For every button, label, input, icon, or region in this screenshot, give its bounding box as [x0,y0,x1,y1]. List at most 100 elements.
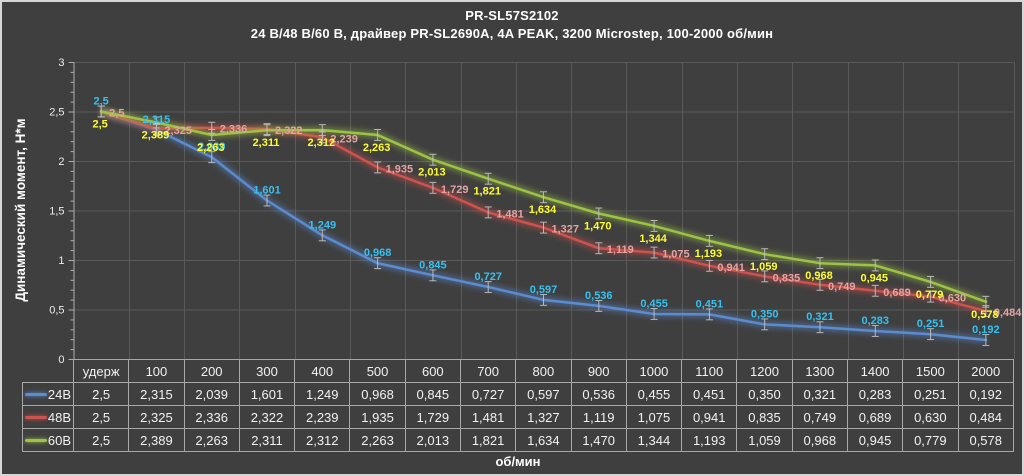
data-label: 0,321 [806,311,834,323]
data-label: 2,5 [109,108,124,120]
data-label: 2,389 [142,129,170,141]
table-cell: 0,727 [459,382,517,406]
data-label: 1,344 [639,233,667,245]
table-cell: 0,251 [902,382,959,406]
data-label: 0,350 [751,308,779,320]
table-cell: 1,075 [625,405,683,429]
table-header-row: удерж 100 200 300 400 500 600 700 800 900 1000 1100… [23,359,1014,383]
data-label: 2,013 [418,167,446,179]
legend-cell-0: 24В [22,382,74,406]
table-cell: 1,601 [238,382,296,406]
data-label: 0,578 [971,309,999,321]
table-cell: 2,315 [128,382,185,406]
data-label: 1,119 [607,244,634,256]
series-labels-2: 2,5 2,389 2,263 2,311 2,312 2,263 2,013 1,821 1,… [92,119,998,321]
data-label: 2,315 [143,114,171,126]
data-label: 0,845 [419,259,447,271]
table-cell: 2,5 [72,382,130,406]
table-cell: 1,344 [625,428,683,452]
table-cell: 1,059 [736,428,793,452]
table-cell: 0,451 [681,382,738,406]
data-label: 0,451 [696,298,724,310]
data-label: 0,630 [939,293,967,305]
table-header-cell: 200 [183,359,240,383]
table-cell: 1,327 [515,405,572,429]
data-label: 1,481 [496,208,524,220]
table-cell: 0,941 [681,405,738,429]
table-cell: 1,193 [681,428,738,452]
data-label: 1,249 [309,219,337,231]
data-label: 1,075 [662,249,690,261]
data-label: 0,251 [917,318,945,330]
table-cell: 2,336 [183,405,240,429]
y-tick-label: 0 [58,354,64,366]
data-label: 0,283 [861,315,889,327]
data-label: 0,689 [883,287,911,299]
data-label: 0,945 [860,272,888,284]
data-label: 2,263 [197,142,225,154]
data-label: 1,059 [750,261,778,273]
table-cell: 0,283 [846,382,904,406]
data-label: 0,968 [805,270,833,282]
data-label: 0,749 [828,281,856,293]
data-label: 2,263 [363,142,391,154]
y-tick-label: 1 [58,255,64,267]
data-label: 0,727 [474,271,502,283]
table-cell: 1,119 [570,405,627,429]
series-line-swatch [24,415,47,419]
data-label: 2,336 [220,124,248,136]
table-row: 60В 2,5 2,389 2,263 2,311 2,312 2,263 2,013 1,82… [22,428,1014,452]
data-label: 2,312 [308,137,336,149]
y-tick-label: 2 [58,156,64,168]
table-cell: 0,779 [902,428,959,452]
table-row: 24В 2,5 2,315 2,039 1,601 1,249 0,968 0,845 0,72… [22,382,1014,406]
table-cell: 0,350 [736,382,793,406]
series-line-swatch [24,438,47,442]
data-label: 2,239 [330,133,358,145]
table-cell: 2,389 [128,428,185,452]
table-cell: 2,322 [238,405,296,429]
y-tick-label: 2,5 [49,107,64,119]
table-header-cell: 500 [349,359,406,383]
data-label: 0,835 [773,272,801,284]
table-cell: 2,325 [128,405,185,429]
data-label: 0,779 [916,289,944,301]
table-header-cell: 1000 [625,359,683,383]
table-header-cell: 600 [404,359,461,383]
data-label: 0,536 [585,290,613,302]
table-cell: 0,749 [791,405,848,429]
y-tick-labels: 0 0,5 1 1,5 2 2,5 3 [49,57,64,366]
table-header-cell: 1300 [791,359,848,383]
table-header-cell: 1500 [902,359,959,383]
data-label: 1,327 [552,224,580,236]
table-cell: 0,192 [957,382,1014,406]
table-header-cell: 100 [128,359,185,383]
series-labels-1: 2,5 2,325 2,336 2,322 2,239 1,935 1,729 1,481 1,… [109,108,1022,320]
x-axis-title: об/мин [495,454,541,469]
data-label: 2,325 [164,125,192,137]
series-labels-0: 2,5 2,315 2,039 1,601 1,249 0,968 0,845 0,727 0,… [93,96,999,336]
data-label: 0,597 [530,284,558,296]
table-header-cell: удерж [72,359,130,383]
y-tick-label: 1,5 [49,206,64,218]
table-header-cell: 300 [238,359,296,383]
table-corner-cell [23,360,74,383]
data-label: 0,968 [364,247,392,259]
table-cell: 2,263 [183,428,240,452]
table-cell: 2,239 [294,405,351,429]
table-cell: 0,845 [404,382,461,406]
table-header-cell: 700 [459,359,517,383]
table-cell: 0,578 [957,428,1014,452]
table-cell: 2,013 [404,428,461,452]
table-header-cell: 800 [515,359,572,383]
table-header-cell: 2000 [957,359,1014,383]
table-header-cell: 1100 [681,359,738,383]
data-label: 1,470 [584,220,612,232]
data-label: 2,322 [275,125,303,137]
legend-cell-2: 60В [22,428,74,452]
table-cell: 2,263 [349,428,406,452]
legend-cell-1: 48В [22,405,74,429]
table-cell: 2,312 [294,428,351,452]
y-tick-label: 3 [58,57,64,69]
